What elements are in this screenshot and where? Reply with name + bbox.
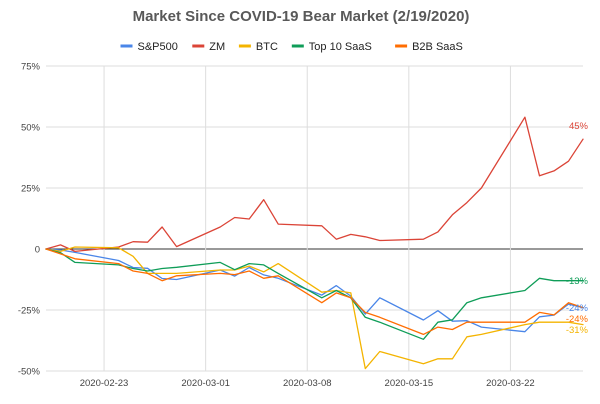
- chart-title: Market Since COVID-19 Bear Market (2/19/…: [133, 8, 470, 25]
- x-tick-label: 2020-03-22: [486, 378, 535, 389]
- legend-item: Top 10 SaaS: [291, 41, 372, 53]
- legend-label: Top 10 SaaS: [309, 41, 372, 53]
- x-tick-label: 2020-03-15: [385, 378, 434, 389]
- y-axis: -50% -25% 0 25% 50% 75%: [18, 62, 41, 378]
- end-label: -31%: [566, 325, 589, 336]
- series-line-b2b-saas: [45, 248, 584, 336]
- legend-label: BTC: [256, 41, 278, 53]
- end-label: 45%: [569, 121, 589, 132]
- y-tick-label: 75%: [21, 62, 41, 73]
- y-tick-label: 25%: [21, 184, 41, 195]
- legend-label: B2B SaaS: [412, 41, 463, 53]
- x-tick-label: 2020-03-01: [181, 378, 230, 389]
- legend-label: S&P500: [138, 41, 178, 53]
- y-tick-label: -25%: [18, 306, 41, 317]
- legend-item: BTC: [238, 41, 278, 53]
- end-label: -13%: [566, 276, 589, 287]
- end-label: -24%: [566, 314, 589, 325]
- series-line-btc: [45, 246, 584, 370]
- legend-item: B2B SaaS: [395, 41, 463, 53]
- legend-label: ZM: [209, 41, 225, 53]
- x-axis: 2020-02-23 2020-03-01 2020-03-08 2020-03-15…: [80, 378, 535, 389]
- end-label: -24%: [566, 303, 589, 314]
- series-line-top-10-saas: [45, 248, 584, 340]
- y-tick-label: -50%: [18, 367, 41, 378]
- x-tick-label: 2020-03-08: [283, 378, 332, 389]
- series-line-zm: [45, 116, 584, 253]
- legend-item: ZM: [192, 41, 225, 53]
- legend: S&P500 ZM BTC Top 10 SaaS B2B SaaS: [120, 41, 463, 53]
- legend-item: S&P500: [120, 41, 178, 53]
- series-lines: [45, 116, 584, 370]
- series-line-s-p500: [45, 248, 584, 333]
- gridlines: [46, 65, 583, 372]
- y-tick-label: 0: [35, 245, 40, 256]
- end-labels: -24% 45% -31% -13% -24%: [566, 121, 589, 336]
- x-tick-label: 2020-02-23: [80, 378, 129, 389]
- y-tick-label: 50%: [21, 123, 41, 134]
